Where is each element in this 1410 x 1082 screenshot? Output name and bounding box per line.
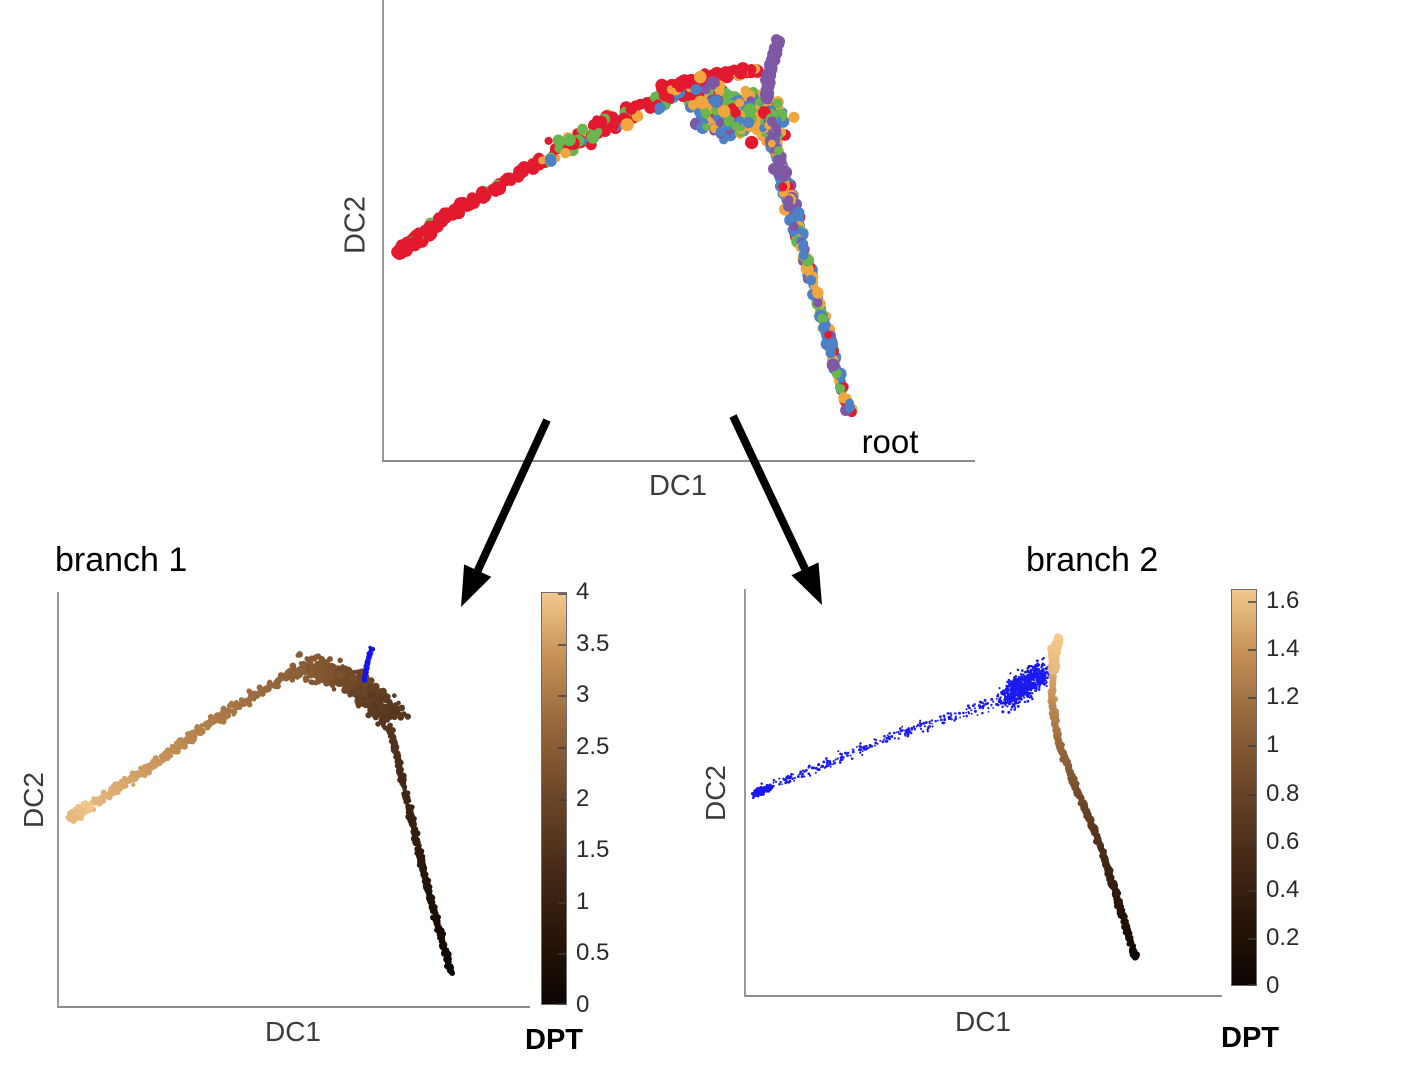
branch2-xlabel: DC1 xyxy=(954,1006,1012,1037)
arm-left-tip-blob xyxy=(65,800,94,824)
branch1-ylabel: DC2 xyxy=(18,771,49,829)
branch2-colorbar-label: DPT xyxy=(1221,1022,1279,1054)
colorbar-tick-mark xyxy=(558,1003,566,1005)
branch2-scatter-svg xyxy=(750,633,1140,961)
overview-xlabel: DC1 xyxy=(648,470,708,502)
arm-branch-cloud xyxy=(289,651,411,734)
colorbar-tick-label: 1.2 xyxy=(1266,683,1300,711)
colorbar-tick-label: 1.6 xyxy=(1266,587,1300,615)
colorbar-tick-label: 0.6 xyxy=(1266,827,1300,855)
colorbar-tick-mark xyxy=(1248,889,1256,892)
colorbar-tick-mark xyxy=(558,953,566,956)
arm-left-mid-arm xyxy=(537,73,728,169)
branch1-scatter-svg xyxy=(65,645,456,976)
branch2-plot xyxy=(744,589,1222,997)
colorbar-tick-label: 1 xyxy=(576,887,590,915)
arm-tip-hook xyxy=(1047,633,1064,675)
colorbar-tick-label: 0.2 xyxy=(1266,923,1300,951)
branch1-plot xyxy=(57,592,530,1008)
colorbar-tick-label: 0.4 xyxy=(1266,875,1300,903)
branch2-title: branch 2 xyxy=(1026,541,1159,579)
colorbar-tick-mark xyxy=(1248,793,1256,796)
colorbar-tick-label: 3 xyxy=(576,681,590,709)
colorbar-tick-mark xyxy=(1248,841,1256,844)
colorbar-tick-mark xyxy=(558,695,566,698)
colorbar-tick-label: 0.5 xyxy=(576,939,610,967)
branch1-xlabel: DC1 xyxy=(264,1016,322,1047)
branch1-title: branch 1 xyxy=(55,541,188,579)
colorbar-tick-mark xyxy=(1248,649,1256,652)
colorbar-tick-label: 4 xyxy=(576,578,590,605)
colorbar-tick-label: 2.5 xyxy=(576,732,610,760)
arm-left-arm xyxy=(393,152,550,260)
colorbar-tick-label: 0 xyxy=(1266,972,1280,999)
colorbar-tick-mark xyxy=(1248,937,1256,940)
arm-root-arm xyxy=(386,726,456,976)
arm-left-arm xyxy=(68,663,308,822)
overview-scatter-svg xyxy=(391,34,858,418)
colorbar-tick-mark xyxy=(558,901,566,904)
arm-blue-cloud xyxy=(996,656,1054,714)
colorbar-tick-label: 1 xyxy=(1266,731,1280,759)
branch1-colorbar-label: DPT xyxy=(525,1024,583,1056)
arm-branch-cluster xyxy=(685,76,800,152)
branch2-colorbar xyxy=(1231,589,1257,986)
colorbar-tick-label: 2 xyxy=(576,784,590,812)
root-label: root xyxy=(861,423,919,460)
colorbar-tick-mark xyxy=(558,746,566,749)
colorbar-tick-mark xyxy=(1248,984,1256,986)
colorbar-tick-label: 0 xyxy=(576,991,590,1018)
colorbar-tick-mark xyxy=(1248,601,1256,604)
colorbar-tick-label: 3.5 xyxy=(576,629,610,657)
colorbar-tick-mark xyxy=(558,593,566,595)
colorbar-tick-mark xyxy=(1248,697,1256,700)
colorbar-tick-mark xyxy=(1248,745,1256,748)
arm-purple-spike xyxy=(759,34,786,105)
arm-other-branch-spike xyxy=(361,645,376,683)
colorbar-tick-label: 0.8 xyxy=(1266,779,1300,807)
colorbar-tick-label: 1.5 xyxy=(576,836,610,864)
branch2-ylabel: DC2 xyxy=(700,764,731,822)
colorbar-tick-mark xyxy=(558,798,566,801)
arm-blue-tip-blob xyxy=(750,783,774,800)
overview-plot: root xyxy=(382,0,975,462)
overview-ylabel: DC2 xyxy=(339,195,372,255)
arm-right-arm-upper xyxy=(757,106,809,243)
arm-top-red-band xyxy=(655,62,764,96)
colorbar-tick-label: 1.4 xyxy=(1266,635,1300,663)
colorbar-tick-mark xyxy=(558,850,566,853)
arm-blue-arm xyxy=(752,697,1009,798)
arm-root-arm xyxy=(1047,641,1140,961)
arm-right-arm-lower xyxy=(791,234,858,418)
colorbar-tick-mark xyxy=(558,643,566,646)
